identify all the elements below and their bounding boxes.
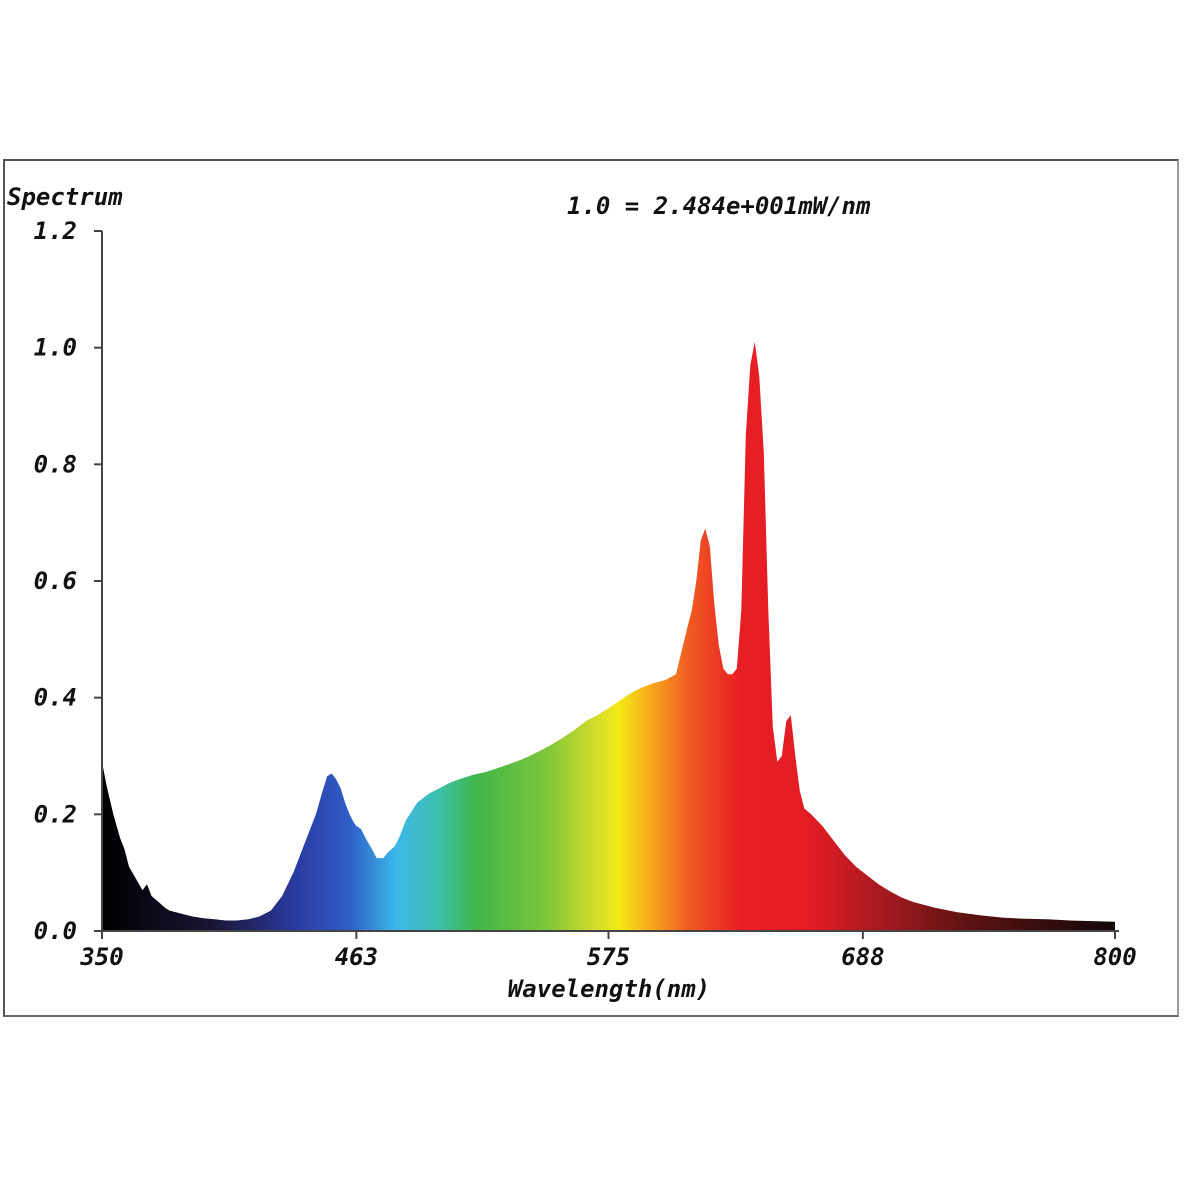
x-tick-label: 688	[841, 943, 884, 971]
x-axis-label: Wavelength(nm)	[508, 975, 710, 1003]
chart-title: Spectrum	[7, 183, 123, 211]
spectrum-chart: Spectrum 1.0 = 2.484e+001mW/nm 0.0 0.2 0.4…	[7, 183, 1137, 1003]
y-tick-label: 0.6	[34, 567, 77, 595]
y-tick-label: 1.2	[34, 217, 77, 245]
chart-frame: Spectrum 1.0 = 2.484e+001mW/nm 0.0 0.2 0.4…	[3, 159, 1179, 1017]
y-tick-label: 0.2	[34, 800, 77, 828]
scale-annotation: 1.0 = 2.484e+001mW/nm	[567, 192, 871, 220]
y-tick-label: 0.8	[34, 450, 77, 478]
y-tick-label: 0.0	[34, 917, 77, 945]
x-tick-label: 350	[79, 943, 123, 971]
y-tick-label: 1.0	[34, 334, 77, 362]
x-tick-label: 463	[335, 943, 378, 971]
y-tick-label: 0.4	[34, 684, 77, 712]
x-tick-label: 800	[1093, 943, 1136, 971]
spectrum-area-series-0	[102, 341, 1115, 931]
x-tick-label: 575	[587, 943, 630, 971]
